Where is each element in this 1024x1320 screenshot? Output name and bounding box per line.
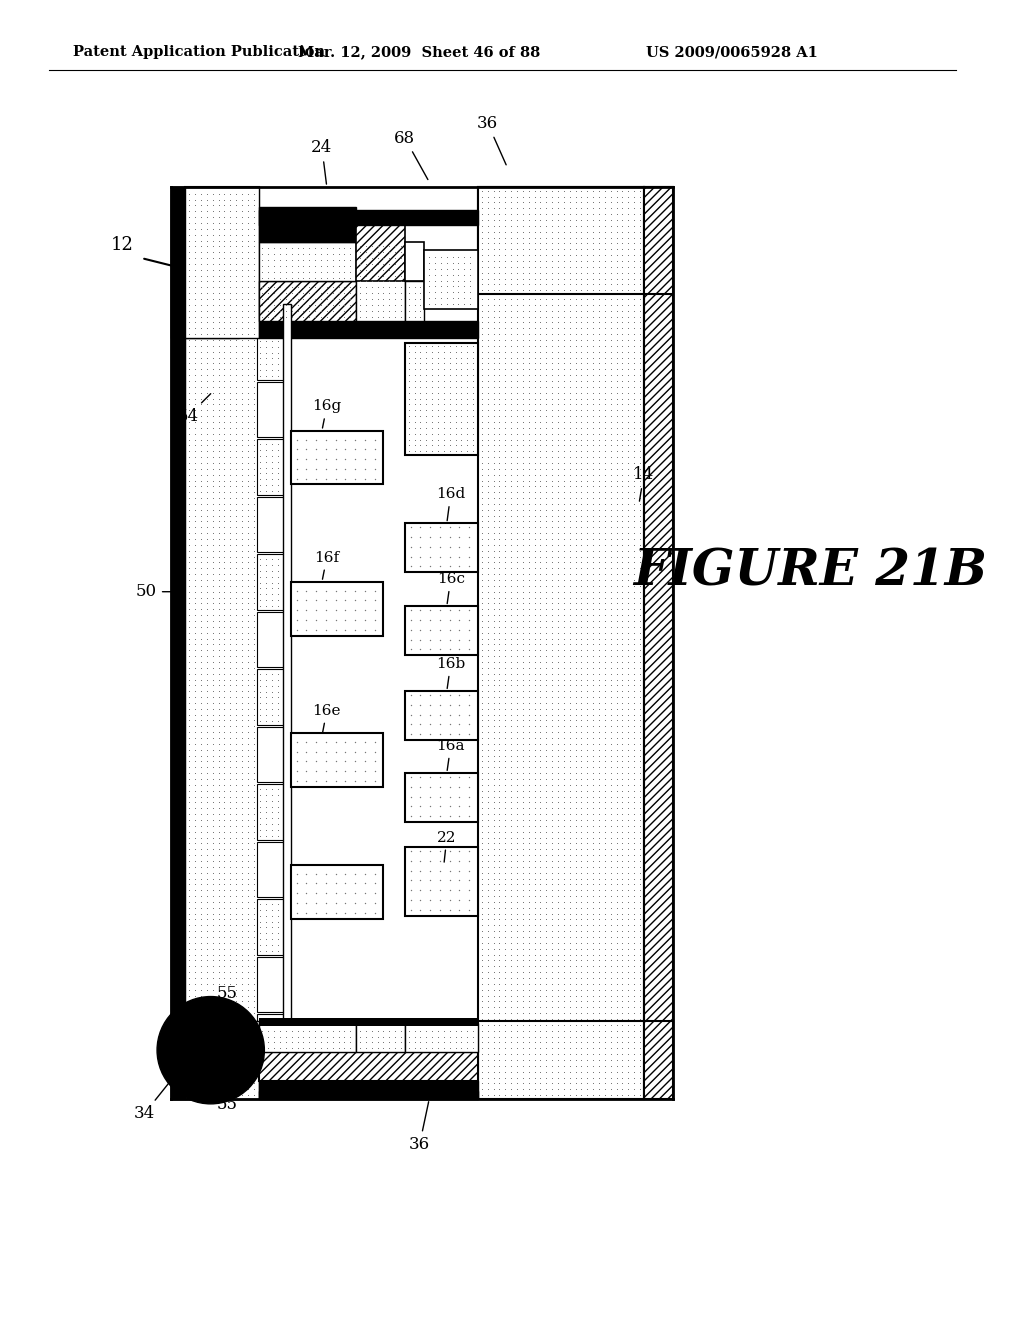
Bar [404, 774, 478, 822]
Bar [356, 223, 404, 281]
Text: 16e: 16e [312, 704, 341, 734]
Bar [185, 187, 258, 1100]
Bar [291, 865, 383, 919]
Text: 16g: 16g [312, 400, 341, 428]
Bar [478, 187, 644, 1100]
Bar [257, 727, 284, 783]
Text: 12: 12 [111, 236, 133, 255]
Bar [291, 582, 383, 636]
Bar [478, 187, 644, 294]
Bar [644, 1020, 673, 1100]
Bar [257, 611, 284, 668]
Bar [356, 243, 404, 321]
Bar [425, 251, 477, 308]
Bar [185, 187, 258, 1100]
Text: 55: 55 [217, 1097, 238, 1113]
Bar [185, 1020, 258, 1100]
Bar [258, 243, 356, 281]
Text: 16c: 16c [436, 572, 465, 603]
Bar [404, 524, 478, 572]
Bar [257, 496, 284, 552]
Bar [257, 440, 284, 495]
Bar [283, 304, 291, 1020]
Bar [257, 842, 284, 898]
Text: 34: 34 [134, 1077, 174, 1122]
Bar [257, 1014, 284, 1069]
Circle shape [157, 997, 264, 1104]
Bar [257, 325, 284, 380]
Bar [291, 733, 383, 787]
Bar [257, 899, 284, 954]
Text: Mar. 12, 2009  Sheet 46 of 88: Mar. 12, 2009 Sheet 46 of 88 [298, 45, 541, 59]
Bar [258, 1081, 478, 1100]
Bar [644, 187, 673, 1100]
Bar [257, 267, 284, 322]
Bar [257, 381, 284, 437]
Text: 24: 24 [311, 140, 333, 183]
Text: 16f: 16f [314, 550, 339, 579]
Bar [257, 784, 284, 840]
Bar [291, 430, 383, 484]
Bar [404, 243, 424, 281]
Text: US 2009/0065928 A1: US 2009/0065928 A1 [646, 45, 817, 59]
Text: 22: 22 [437, 830, 457, 862]
Text: Patent Application Publication: Patent Application Publication [73, 45, 326, 59]
Bar [258, 224, 356, 243]
Text: 68: 68 [394, 129, 428, 180]
Text: 36: 36 [477, 115, 506, 165]
Bar [258, 1023, 356, 1052]
Bar [258, 1018, 478, 1026]
Text: 16d: 16d [436, 487, 465, 520]
Bar [258, 210, 478, 224]
Text: 16b: 16b [436, 657, 465, 689]
Bar [257, 669, 284, 725]
Bar [258, 321, 478, 338]
Bar [404, 1023, 478, 1052]
Bar [258, 281, 356, 321]
Bar [404, 343, 478, 455]
Text: 14: 14 [633, 466, 654, 502]
Bar [185, 187, 258, 338]
Text: 16a: 16a [436, 739, 465, 771]
Bar [171, 187, 185, 1100]
Bar [404, 606, 478, 655]
Text: 54: 54 [178, 393, 211, 425]
Bar [404, 281, 424, 321]
Text: 36: 36 [409, 1102, 430, 1154]
Text: FIGURE 21B: FIGURE 21B [633, 548, 987, 597]
Bar [171, 187, 239, 338]
Text: 55: 55 [217, 985, 238, 1020]
Text: 50: 50 [136, 583, 182, 601]
Bar [258, 1092, 478, 1100]
Bar [644, 187, 673, 294]
Bar [356, 1023, 404, 1052]
Bar [257, 957, 284, 1012]
Bar [478, 1020, 644, 1100]
Bar [257, 226, 284, 1080]
Bar [258, 281, 356, 321]
Bar [257, 554, 284, 610]
Bar [258, 1052, 478, 1081]
Bar [478, 187, 644, 1100]
Bar [171, 1020, 239, 1100]
Bar [404, 692, 478, 741]
Bar [404, 847, 478, 916]
Bar [258, 207, 356, 224]
Bar [424, 251, 478, 309]
